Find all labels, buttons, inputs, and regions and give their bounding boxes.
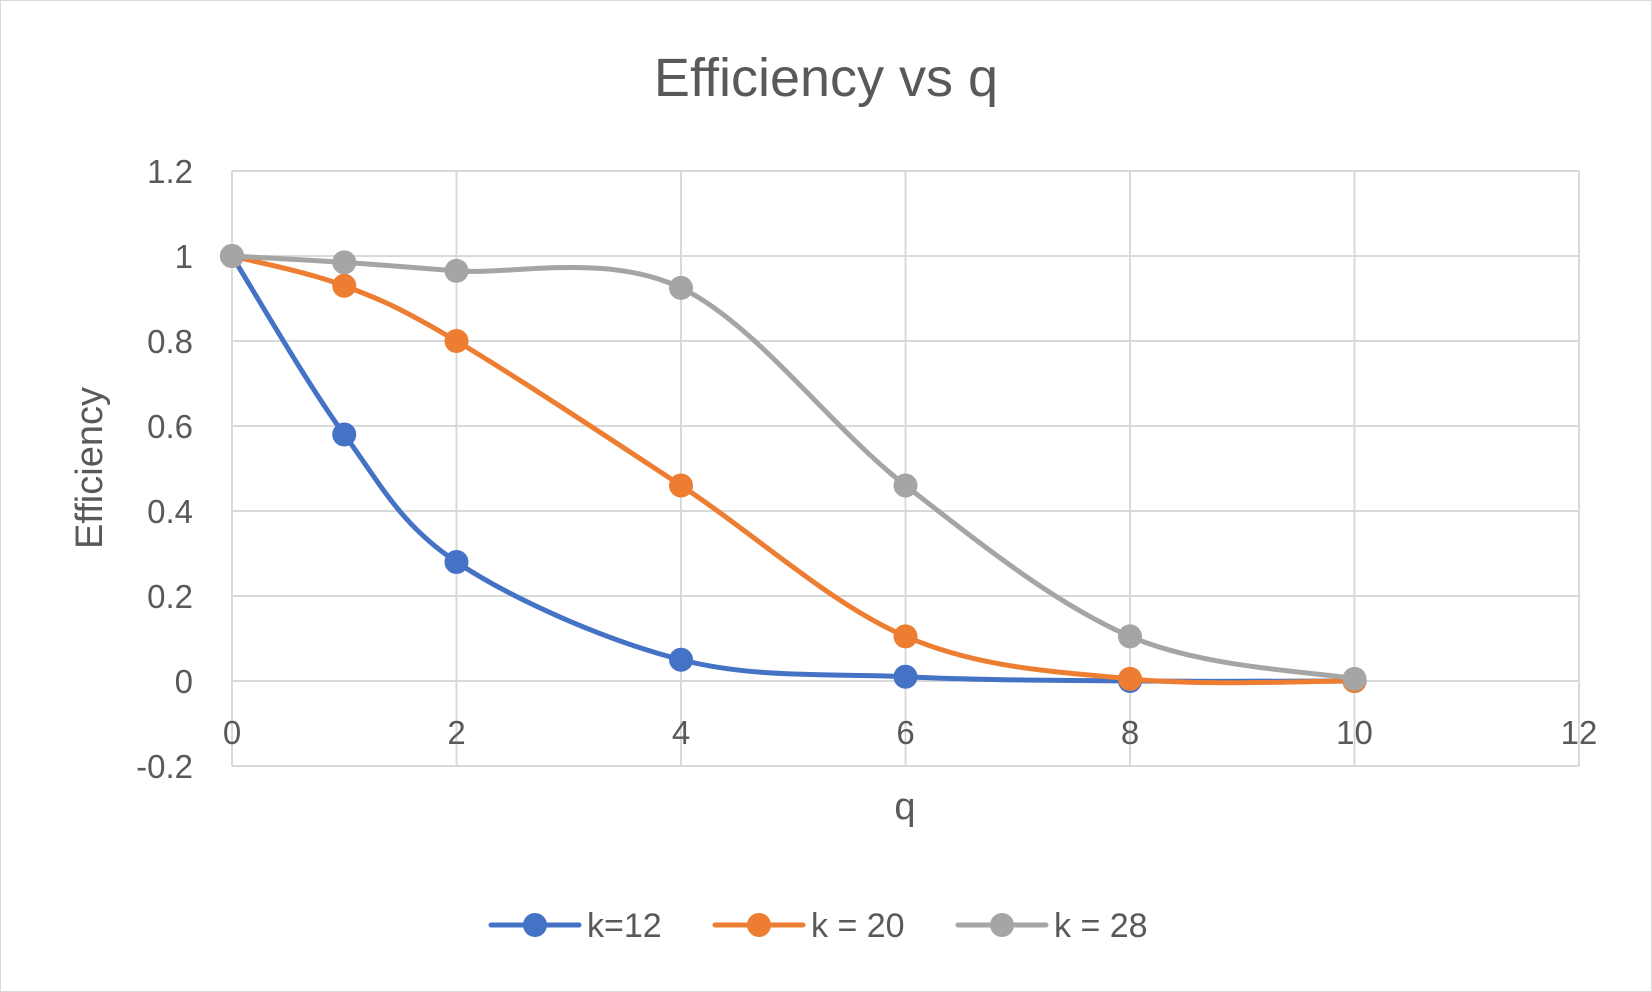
data-point	[893, 664, 918, 689]
y-tick-label: 1	[175, 238, 193, 275]
legend-marker	[990, 913, 1014, 937]
series-3	[220, 244, 1367, 691]
legend-label: k = 20	[811, 907, 905, 945]
y-tick-label: 0.8	[147, 323, 193, 360]
data-point	[332, 422, 357, 447]
data-point	[669, 275, 693, 300]
y-axis-title: Efficiency	[69, 387, 111, 549]
series-line	[229, 253, 1357, 686]
legend-marker	[523, 913, 547, 937]
x-tick-label: 8	[1121, 714, 1139, 751]
x-tick-label: 12	[1561, 714, 1598, 751]
y-tick-label: 0.6	[147, 408, 193, 445]
y-tick-label: 0.4	[147, 493, 193, 530]
legend-label: k = 28	[1054, 907, 1148, 945]
data-point	[220, 244, 244, 268]
y-tick-label: -0.2	[136, 748, 193, 785]
data-point	[893, 624, 918, 649]
y-axis-ticks: -0.2 0 0.2 0.4 0.6 0.8 1 1.2	[136, 153, 193, 785]
data-point	[1118, 666, 1142, 691]
legend-item-1: k=12	[488, 907, 662, 945]
data-point	[332, 250, 357, 275]
x-tick-label: 10	[1336, 714, 1373, 751]
data-point	[444, 329, 469, 353]
data-point	[444, 550, 469, 574]
x-tick-label: 6	[896, 714, 914, 751]
series-line	[229, 253, 1357, 684]
y-tick-label: 1.2	[147, 153, 193, 190]
plot-series	[220, 244, 1367, 693]
data-point	[669, 647, 693, 672]
data-point	[1342, 666, 1367, 691]
series-line	[229, 253, 1357, 682]
data-point	[1118, 624, 1142, 649]
legend-marker	[747, 913, 771, 937]
data-point	[893, 473, 918, 498]
x-tick-label: 0	[223, 714, 241, 751]
x-axis-title: q	[894, 786, 915, 828]
legend-label: k=12	[587, 907, 662, 945]
legend-item-3: k = 28	[955, 907, 1148, 945]
y-tick-label: 0	[175, 663, 193, 700]
series-1	[220, 244, 1367, 693]
data-point	[332, 273, 357, 298]
legend-item-2: k = 20	[712, 907, 905, 945]
x-tick-label: 4	[672, 714, 690, 751]
x-axis-ticks: 0 2 4 6 8 10 12	[223, 714, 1598, 751]
data-point	[444, 258, 469, 283]
chart-title: Efficiency vs q	[654, 48, 998, 108]
legend: k=12 k = 20 k = 28	[488, 907, 1148, 945]
data-point	[669, 473, 693, 498]
y-tick-label: 0.2	[147, 578, 193, 615]
x-tick-label: 2	[447, 714, 465, 751]
series-2	[220, 244, 1367, 693]
